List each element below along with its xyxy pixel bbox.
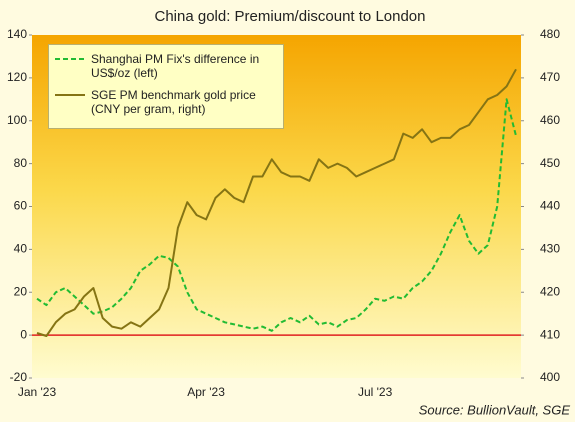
legend-label: Shanghai PM Fix's difference in US$/oz (…	[91, 52, 260, 80]
y2-tick-label: 470	[540, 70, 560, 84]
y2-tick-label: 460	[540, 113, 560, 127]
y2-tick-label: 430	[540, 242, 560, 256]
legend-item: SGE PM benchmark gold price (CNY per gra…	[55, 88, 277, 116]
legend: Shanghai PM Fix's difference in US$/oz (…	[48, 44, 284, 129]
y2-tick-label: 450	[540, 156, 560, 170]
source: Source: BullionVault, SGE	[419, 402, 571, 417]
y-tick-label: 100	[7, 113, 27, 127]
legend-label: SGE PM benchmark gold price (CNY per gra…	[91, 88, 256, 116]
chart-title: China gold: Premium/discount to London	[155, 8, 426, 25]
y-tick-label: 120	[7, 70, 27, 84]
y-tick-label: 60	[14, 199, 28, 213]
y-tick-label: 140	[7, 27, 27, 41]
y-tick-label: 40	[14, 242, 28, 256]
y2-tick-label: 440	[540, 199, 560, 213]
y-tick-label: 80	[14, 156, 28, 170]
x-tick-label: Apr '23	[187, 385, 225, 399]
y-tick-label: 0	[20, 327, 27, 341]
x-tick-label: Jan '23	[18, 385, 57, 399]
y-tick-label: -20	[10, 370, 28, 384]
y2-tick-label: 420	[540, 284, 560, 298]
legend-swatch	[55, 94, 85, 96]
series-line	[36, 98, 517, 332]
y2-tick-label: 400	[540, 370, 560, 384]
legend-swatch	[55, 58, 85, 60]
y2-tick-label: 480	[540, 27, 560, 41]
x-tick-label: Jul '23	[358, 385, 393, 399]
y-tick-label: 20	[14, 284, 28, 298]
series-line	[36, 68, 517, 337]
legend-item: Shanghai PM Fix's difference in US$/oz (…	[55, 52, 277, 80]
y2-tick-label: 410	[540, 327, 560, 341]
